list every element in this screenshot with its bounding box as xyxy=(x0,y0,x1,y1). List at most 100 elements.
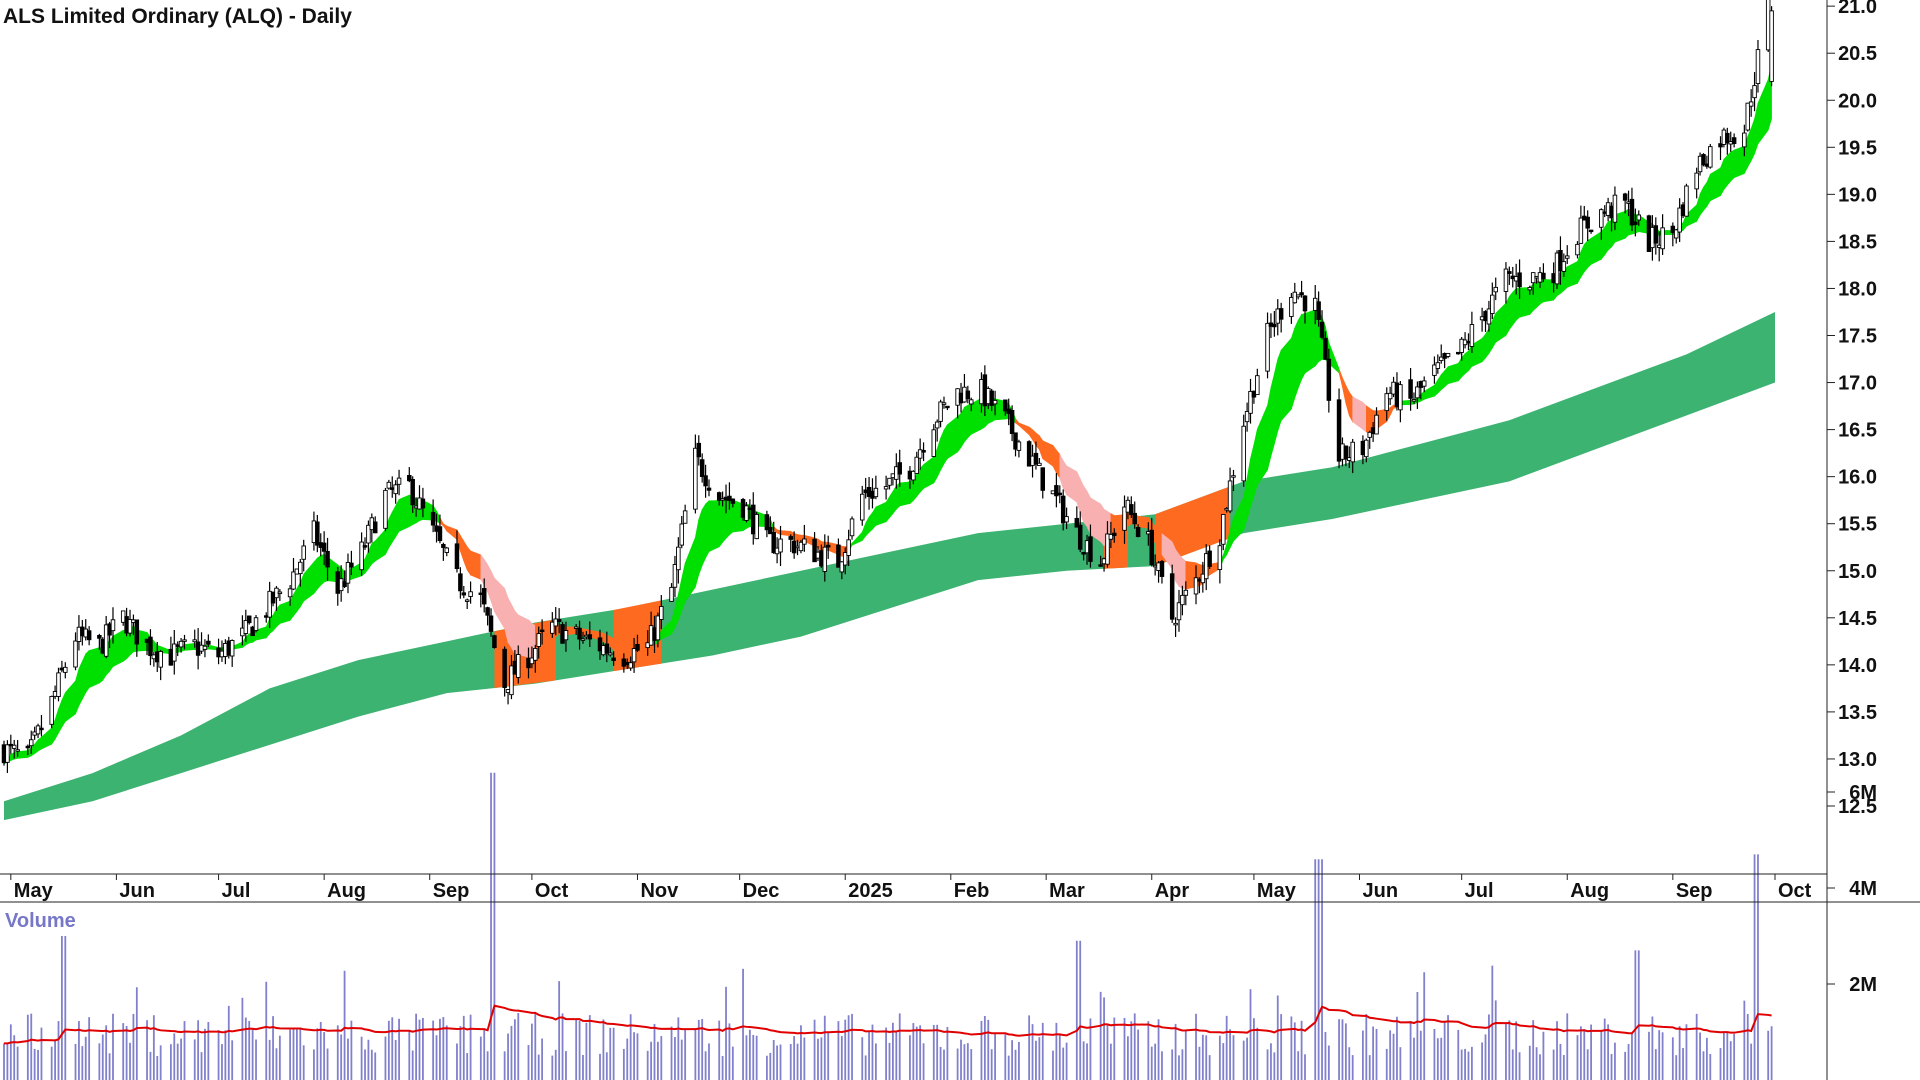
candle-body xyxy=(454,543,460,569)
candle-body xyxy=(1149,529,1154,566)
candle-body xyxy=(1326,358,1332,401)
candle-body xyxy=(148,636,153,657)
candle-body xyxy=(277,591,283,594)
fast-band-segment xyxy=(1444,365,1449,388)
fast-band-segment xyxy=(1277,349,1282,432)
candle-body xyxy=(849,518,855,537)
candle-body xyxy=(1718,143,1723,148)
fast-band-segment xyxy=(1039,434,1044,459)
candle-body xyxy=(441,544,446,548)
candle-body xyxy=(1421,380,1427,387)
fast-band-segment xyxy=(391,505,396,544)
y-tick-label: 13.5 xyxy=(1838,702,1877,724)
candle-body xyxy=(396,477,402,485)
fast-band-segment xyxy=(875,501,887,526)
fast-band-segment xyxy=(1178,553,1183,590)
candle-body xyxy=(1456,351,1461,355)
candle-body xyxy=(1057,492,1063,496)
fast-band-segment xyxy=(1257,405,1268,487)
price-panel xyxy=(1,0,1775,821)
candle-body xyxy=(945,405,950,409)
fast-band-segment xyxy=(61,692,66,729)
fast-band-segment xyxy=(1304,309,1316,374)
candle-body xyxy=(5,744,10,763)
candle-body xyxy=(1490,294,1495,314)
candle-body xyxy=(631,648,637,663)
candle-body xyxy=(1108,534,1114,540)
candle-body xyxy=(1009,409,1015,434)
candle-body xyxy=(1769,10,1774,82)
fast-band-segment xyxy=(964,404,969,443)
candle-body xyxy=(1432,364,1437,376)
y-tick-label: 20.0 xyxy=(1838,90,1877,112)
fast-band-segment xyxy=(463,540,468,571)
fast-band-segment xyxy=(780,530,792,537)
candle-body xyxy=(103,624,109,657)
fast-band-segment xyxy=(296,581,301,613)
candle-body xyxy=(1323,337,1328,360)
candle-body xyxy=(1003,399,1008,412)
candle-body xyxy=(178,640,184,648)
candle-body xyxy=(1367,431,1372,438)
y-tick-label: 19.5 xyxy=(1838,137,1877,159)
candle-body xyxy=(1415,386,1420,399)
y-tick-label: 19.0 xyxy=(1838,184,1877,206)
candle-body xyxy=(938,401,943,422)
candle-body xyxy=(315,521,320,546)
fast-band-segment xyxy=(1066,465,1078,503)
fast-band-segment xyxy=(466,545,471,577)
candle-body xyxy=(1742,132,1747,148)
candle-body xyxy=(607,652,613,656)
fast-band-segment xyxy=(943,423,948,465)
fast-band-segment xyxy=(940,429,945,471)
x-tick-label: Jun xyxy=(119,880,155,902)
candle-body xyxy=(1725,132,1730,144)
candle-body xyxy=(917,449,923,459)
candle-body xyxy=(1272,323,1277,328)
candle-body xyxy=(798,541,804,552)
fast-band-segment xyxy=(936,438,941,478)
candle-body xyxy=(1299,292,1304,296)
candle-body xyxy=(1105,533,1110,565)
candle-body xyxy=(172,643,177,662)
candle-body xyxy=(788,536,793,540)
candle-body xyxy=(1660,227,1665,250)
candle-body xyxy=(1684,185,1689,217)
candle-body xyxy=(529,657,535,665)
candle-body xyxy=(1374,414,1379,435)
fast-band-segment xyxy=(41,727,52,750)
candle-body xyxy=(563,630,569,641)
candle-body xyxy=(420,498,426,509)
fast-band-segment xyxy=(1590,231,1602,265)
fast-band-segment xyxy=(313,557,318,595)
y-tick-label: 16.5 xyxy=(1838,420,1877,442)
fast-band-segment xyxy=(17,750,29,759)
slow-moving-average-band xyxy=(4,311,1775,821)
candle-body xyxy=(321,542,327,552)
candle-body xyxy=(1037,462,1042,467)
fast-band-segment xyxy=(470,550,482,580)
candle-body xyxy=(941,402,947,405)
x-tick-label: Sep xyxy=(433,880,470,902)
candle-body xyxy=(604,643,610,654)
candle-body xyxy=(1459,338,1464,353)
candle-body xyxy=(182,639,187,642)
candle-body xyxy=(1193,577,1199,595)
x-tick-label: May xyxy=(1257,880,1297,902)
candle-body xyxy=(897,462,902,475)
candle-body xyxy=(1599,209,1604,228)
fast-band-segment xyxy=(1733,145,1745,179)
fast-band-segment xyxy=(85,649,90,694)
candle-body xyxy=(1612,194,1618,223)
fast-band-segment xyxy=(872,505,877,531)
candle-body xyxy=(965,390,971,400)
fast-band-segment xyxy=(695,519,700,588)
candle-body xyxy=(822,546,828,572)
fast-band-segment xyxy=(54,708,59,740)
candle-body xyxy=(342,581,347,587)
fast-band-segment xyxy=(507,597,512,649)
candle-body xyxy=(873,487,879,498)
volume-tick-label: 4M xyxy=(1849,878,1877,900)
candle-body xyxy=(836,544,841,568)
candle-body xyxy=(706,487,712,491)
